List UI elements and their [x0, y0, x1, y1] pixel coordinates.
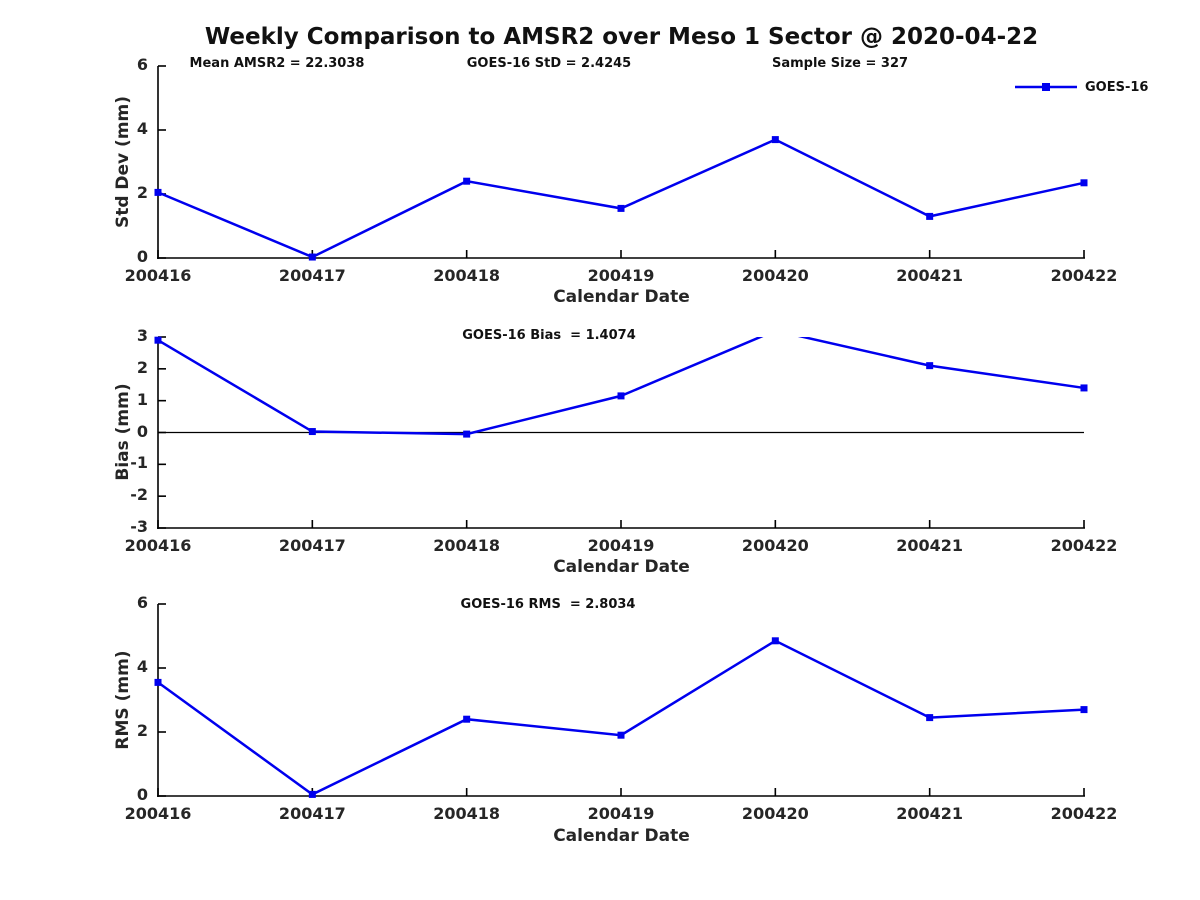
y-tick-label: 3 [136, 326, 148, 345]
y-tick-label: 2 [136, 357, 148, 377]
x-tick-label: 200419 [587, 804, 655, 823]
legend: GOES-16 [1014, 79, 1148, 95]
y-tick-label: 6 [136, 55, 148, 74]
goes16-marker [1080, 384, 1088, 392]
x-axis-label-calendar-date-1: Calendar Date [553, 287, 690, 307]
x-tick-label: 200419 [587, 536, 655, 555]
y-tick-label: -3 [130, 517, 148, 536]
goes16-marker [617, 731, 625, 739]
goes16-markers [154, 637, 1088, 798]
goes16-marker [154, 336, 162, 344]
y-tick-label: 1 [136, 389, 148, 409]
annotation-goes16-std: GOES-16 StD = 2.4245 [466, 56, 632, 71]
x-tick-label: 200418 [433, 804, 501, 823]
goes16-marker [308, 790, 316, 798]
x-axis-label-calendar-date-2: Calendar Date [553, 557, 690, 577]
goes16-marker [1080, 179, 1088, 187]
y-tick-label: 4 [136, 119, 148, 138]
goes16-marker [463, 715, 471, 723]
y-tick-label: -2 [130, 485, 148, 505]
x-tick-label: 200418 [433, 536, 501, 555]
goes16-marker [154, 188, 162, 196]
x-tick-label: 200422 [1050, 804, 1118, 823]
legend-label: GOES-16 [1085, 79, 1149, 95]
y-tick-label: 2 [136, 183, 148, 202]
goes16-marker [463, 430, 471, 438]
std-dev-plot [154, 65, 1088, 261]
x-tick-label: 200417 [278, 804, 346, 823]
x-axis-label-calendar-date-3: Calendar Date [553, 826, 690, 846]
figure-title: Weekly Comparison to AMSR2 over Meso 1 S… [204, 24, 1039, 50]
x-tick-label: 200416 [124, 266, 192, 285]
y-tick-label: 0 [136, 421, 148, 441]
goes16-marker [154, 678, 162, 686]
x-tick-label: 200419 [587, 266, 655, 285]
x-tick-label: 200417 [278, 536, 346, 555]
goes16-marker [463, 177, 471, 185]
goes16-marker [926, 212, 934, 220]
y-tick-label: -1 [130, 453, 148, 473]
x-tick-label: 200416 [124, 804, 192, 823]
y-tick-label: 0 [136, 247, 148, 266]
goes16-marker [771, 637, 779, 645]
goes16-marker [617, 204, 625, 212]
x-tick-label: 200421 [896, 804, 964, 823]
x-tick-label: 200418 [433, 266, 501, 285]
goes16-line [157, 138, 1085, 259]
legend-line-marker-icon [1015, 83, 1077, 91]
x-tick-label: 200421 [896, 536, 964, 555]
y-tick-label: 4 [136, 657, 148, 676]
annotation-goes16-bias: GOES-16 Bias = 1.4074 [462, 328, 636, 343]
goes16-marker [926, 714, 934, 722]
goes16-markers [154, 136, 1088, 261]
annotation-mean-amsr2: Mean AMSR2 = 22.3038 [189, 56, 365, 71]
goes16-marker [617, 392, 625, 400]
y-tick-label: 0 [136, 785, 148, 804]
x-tick-label: 200417 [278, 266, 346, 285]
goes16-marker [926, 362, 934, 370]
goes16-line [157, 337, 1085, 436]
goes16-marker [308, 428, 316, 436]
annotation-sample-size: Sample Size = 327 [771, 56, 909, 71]
bias-plot [154, 336, 1088, 529]
x-tick-label: 200420 [741, 536, 809, 555]
x-tick-label: 200420 [741, 266, 809, 285]
rms-plot [154, 603, 1088, 798]
y-tick-label: 2 [136, 721, 148, 740]
goes16-line [157, 639, 1085, 796]
x-tick-label: 200422 [1050, 266, 1118, 285]
x-tick-label: 200420 [741, 804, 809, 823]
y-tick-label: 6 [136, 593, 148, 612]
x-tick-label: 200421 [896, 266, 964, 285]
goes16-marker [771, 136, 779, 144]
goes16-markers [154, 336, 1088, 438]
x-tick-label: 200416 [124, 536, 192, 555]
goes16-marker [1080, 706, 1088, 714]
x-tick-label: 200422 [1050, 536, 1118, 555]
goes16-marker [308, 253, 316, 261]
annotation-goes16-rms: GOES-16 RMS = 2.8034 [460, 597, 636, 612]
